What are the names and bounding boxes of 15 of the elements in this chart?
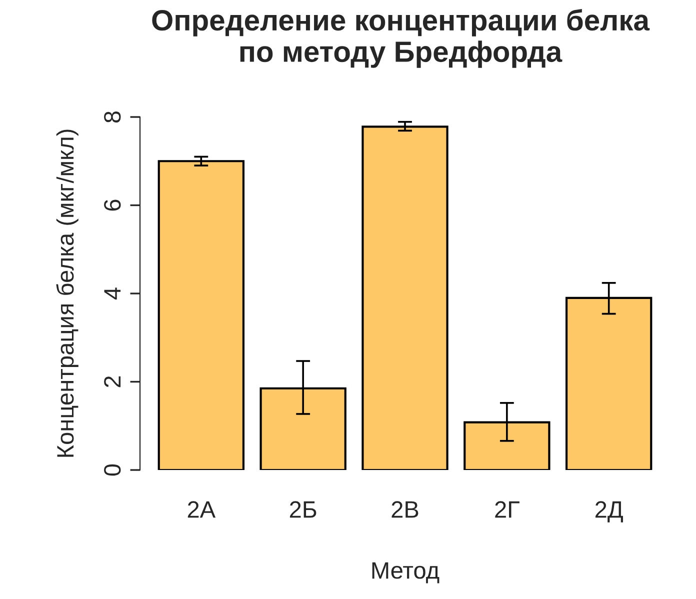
x-tick-label: 2В — [392, 501, 418, 518]
y-tick-label: 8 — [104, 111, 121, 123]
y-tick-label: 0 — [104, 464, 121, 476]
x-tick-label: 2Д — [595, 501, 623, 522]
bar — [158, 160, 244, 470]
y-tick-label: 6 — [104, 200, 121, 211]
x-tick-label: 2А — [188, 501, 216, 518]
x-tick-label: 2Г — [495, 501, 520, 518]
y-axis-title: Концентрация белка (мкг/мкл) — [56, 130, 78, 457]
y-tick-label: 2 — [104, 376, 121, 388]
x-tick-label: 2Б — [290, 501, 316, 518]
y-tick-label: 4 — [104, 288, 121, 300]
x-axis-title: Метод — [372, 562, 440, 584]
bar — [362, 126, 448, 470]
chart-title: Определение концентрации белка по методу Бредфорда — [152, 8, 650, 68]
